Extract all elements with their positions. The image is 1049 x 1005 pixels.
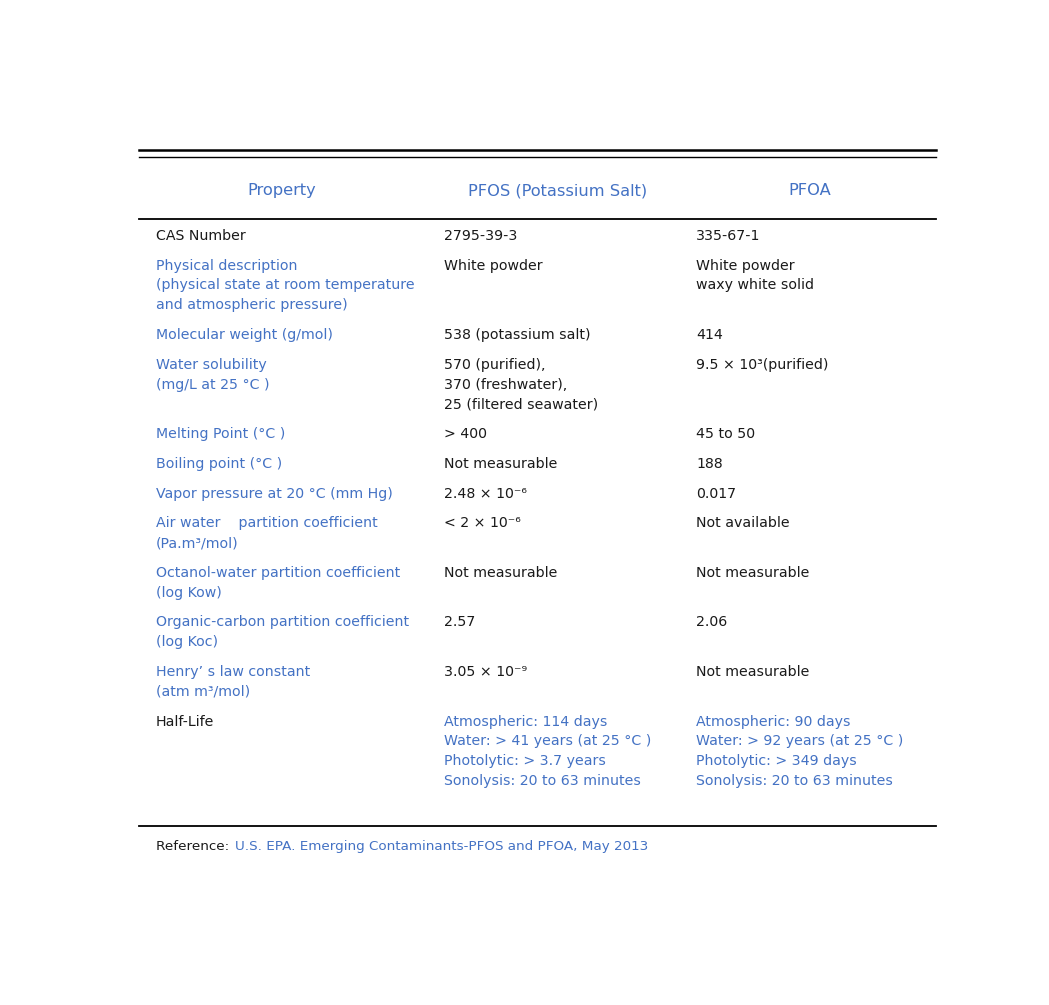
Text: Boiling point (°C ): Boiling point (°C )	[155, 457, 281, 470]
Text: < 2 × 10⁻⁶: < 2 × 10⁻⁶	[444, 517, 521, 531]
Text: (physical state at room temperature: (physical state at room temperature	[155, 278, 414, 292]
Text: Physical description: Physical description	[155, 258, 297, 272]
Text: 9.5 × 10³(purified): 9.5 × 10³(purified)	[697, 358, 829, 372]
Text: and atmospheric pressure): and atmospheric pressure)	[155, 298, 347, 313]
Text: 335-67-1: 335-67-1	[697, 229, 761, 243]
Text: Water: > 41 years (at 25 °C ): Water: > 41 years (at 25 °C )	[444, 735, 651, 749]
Text: 188: 188	[697, 457, 723, 470]
Text: 2.57: 2.57	[444, 615, 475, 629]
Text: 570 (purified),: 570 (purified),	[444, 358, 545, 372]
Text: Atmospheric: 114 days: Atmospheric: 114 days	[444, 715, 607, 729]
Text: Atmospheric: 90 days: Atmospheric: 90 days	[697, 715, 851, 729]
Text: 45 to 50: 45 to 50	[697, 427, 755, 441]
Text: Henry’ s law constant: Henry’ s law constant	[155, 665, 309, 679]
Text: CAS Number: CAS Number	[155, 229, 245, 243]
Text: Air water    partition coefficient: Air water partition coefficient	[155, 517, 378, 531]
Text: (log Kow): (log Kow)	[155, 586, 221, 600]
Text: Half-Life: Half-Life	[155, 715, 214, 729]
Text: waxy white solid: waxy white solid	[697, 278, 814, 292]
Text: 0.017: 0.017	[697, 486, 736, 500]
Text: 414: 414	[697, 328, 723, 342]
Text: PFOS (Potassium Salt): PFOS (Potassium Salt)	[468, 183, 647, 198]
Text: (mg/L at 25 °C ): (mg/L at 25 °C )	[155, 378, 269, 392]
Text: Water solubility: Water solubility	[155, 358, 266, 372]
Text: 25 (filtered seawater): 25 (filtered seawater)	[444, 397, 598, 411]
Text: 538 (potassium salt): 538 (potassium salt)	[444, 328, 591, 342]
Text: Water: > 92 years (at 25 °C ): Water: > 92 years (at 25 °C )	[697, 735, 903, 749]
Text: (log Koc): (log Koc)	[155, 635, 217, 649]
Text: Sonolysis: 20 to 63 minutes: Sonolysis: 20 to 63 minutes	[444, 774, 641, 788]
Text: Not measurable: Not measurable	[697, 566, 810, 580]
Text: U.S. EPA. Emerging Contaminants-PFOS and PFOA, May 2013: U.S. EPA. Emerging Contaminants-PFOS and…	[235, 840, 648, 853]
Text: Melting Point (°C ): Melting Point (°C )	[155, 427, 284, 441]
Text: White powder: White powder	[444, 258, 542, 272]
Text: Organic-carbon partition coefficient: Organic-carbon partition coefficient	[155, 615, 409, 629]
Text: Photolytic: > 3.7 years: Photolytic: > 3.7 years	[444, 754, 606, 768]
Text: 2795-39-3: 2795-39-3	[444, 229, 517, 243]
Text: Molecular weight (g/mol): Molecular weight (g/mol)	[155, 328, 333, 342]
Text: White powder: White powder	[697, 258, 795, 272]
Text: Not measurable: Not measurable	[444, 566, 557, 580]
Text: Property: Property	[248, 183, 316, 198]
Text: PFOA: PFOA	[789, 183, 832, 198]
Text: Not measurable: Not measurable	[444, 457, 557, 470]
Text: 2.48 × 10⁻⁶: 2.48 × 10⁻⁶	[444, 486, 527, 500]
Text: Reference:: Reference:	[155, 840, 233, 853]
Text: 370 (freshwater),: 370 (freshwater),	[444, 378, 568, 392]
Text: Not measurable: Not measurable	[697, 665, 810, 679]
Text: (atm m³/mol): (atm m³/mol)	[155, 684, 250, 698]
Text: Sonolysis: 20 to 63 minutes: Sonolysis: 20 to 63 minutes	[697, 774, 893, 788]
Text: 2.06: 2.06	[697, 615, 727, 629]
Text: > 400: > 400	[444, 427, 487, 441]
Text: (Pa.m³/mol): (Pa.m³/mol)	[155, 536, 238, 550]
Text: 3.05 × 10⁻⁹: 3.05 × 10⁻⁹	[444, 665, 528, 679]
Text: Photolytic: > 349 days: Photolytic: > 349 days	[697, 754, 857, 768]
Text: Vapor pressure at 20 °C (mm Hg): Vapor pressure at 20 °C (mm Hg)	[155, 486, 392, 500]
Text: Octanol-water partition coefficient: Octanol-water partition coefficient	[155, 566, 400, 580]
Text: Not available: Not available	[697, 517, 790, 531]
